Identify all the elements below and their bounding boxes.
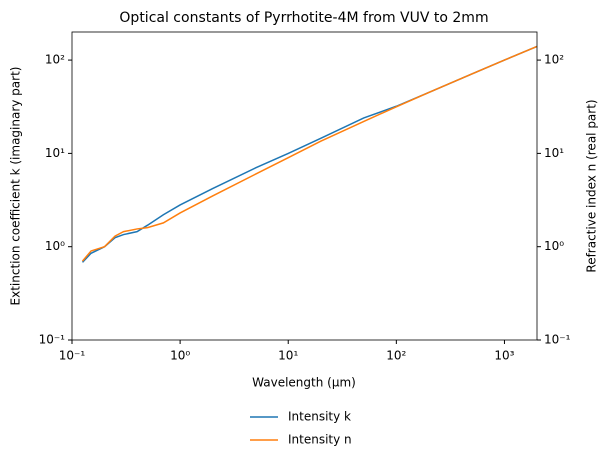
x-tick-label: 10¹ — [278, 349, 298, 363]
y-tick-label: 10¹ — [45, 146, 65, 160]
chart-title: Optical constants of Pyrrhotite-4M from … — [119, 10, 488, 26]
legend-label: Intensity n — [288, 433, 352, 447]
y-tick-label: 10⁰ — [45, 239, 65, 253]
x-axis-label: Wavelength (μm) — [252, 376, 356, 390]
y-axis-label: Extinction coefficient k (imaginary part… — [9, 67, 23, 306]
x-tick-label: 10² — [386, 349, 406, 363]
x-tick-label: 10⁰ — [170, 349, 190, 363]
y2-tick-label: 10⁰ — [544, 239, 564, 253]
y-tick-label: 10⁻¹ — [39, 333, 66, 347]
plot-frame — [71, 31, 538, 341]
x-tick-label: 10⁻¹ — [59, 349, 86, 363]
series-line — [81, 45, 538, 262]
y2-tick-label: 10¹ — [544, 146, 564, 160]
y2-axis-label: Refractive index n (real part) — [585, 99, 599, 272]
x-tick-label: 10³ — [494, 349, 514, 363]
y2-tick-label: 10² — [544, 53, 564, 67]
y2-tick-label: 10⁻¹ — [544, 333, 571, 347]
y-tick-label: 10² — [45, 53, 65, 67]
series-line — [81, 45, 538, 263]
legend-label: Intensity k — [288, 410, 351, 424]
